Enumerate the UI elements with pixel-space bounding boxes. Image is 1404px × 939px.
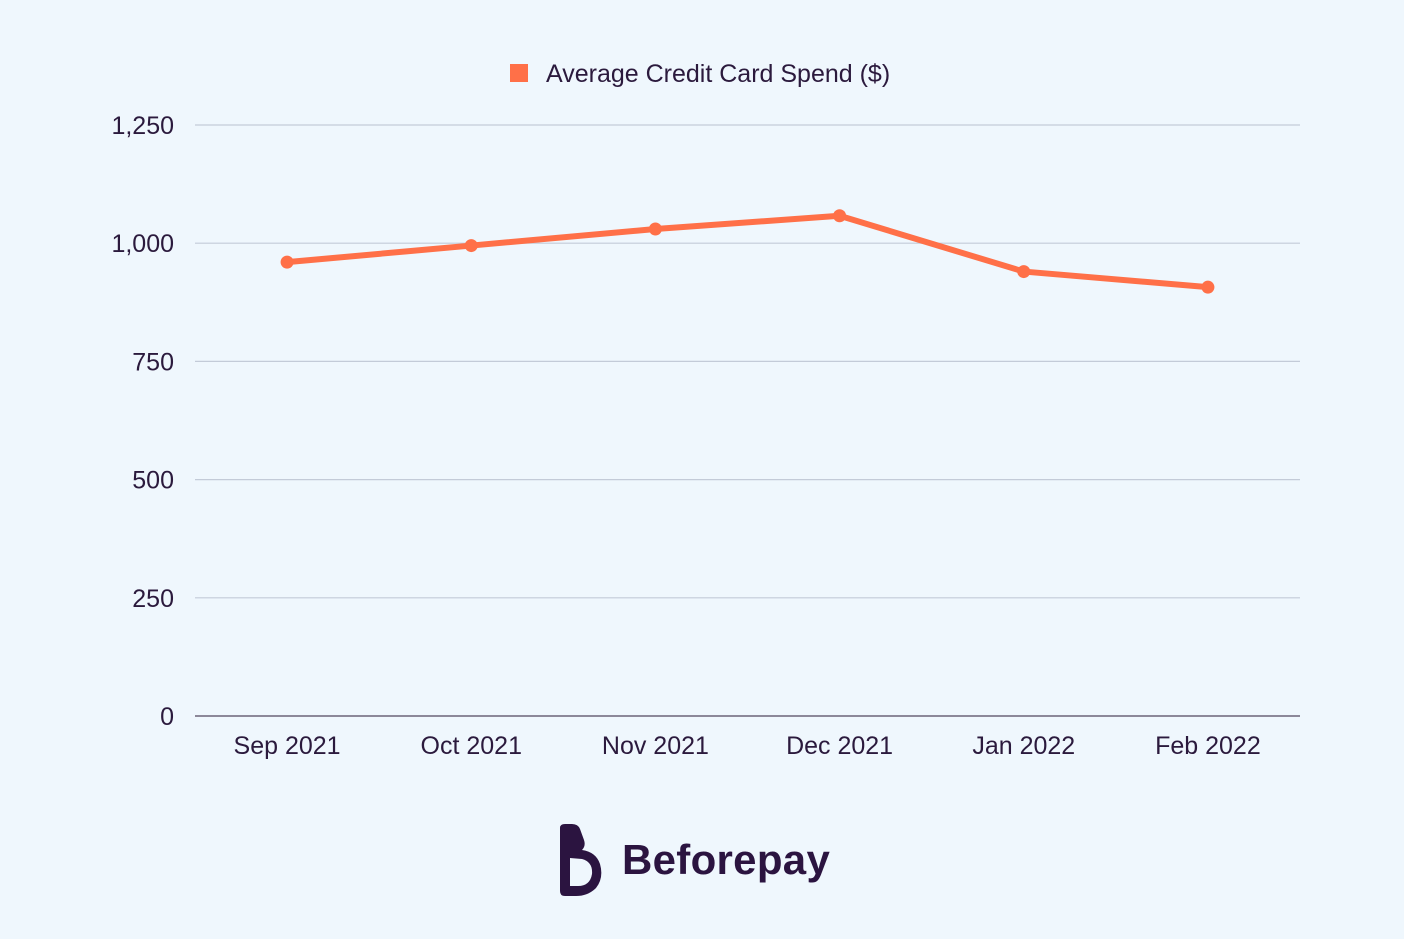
beforepay-b-icon [560,824,602,896]
y-tick-label: 750 [132,348,174,376]
data-point [833,209,847,223]
brand-name: Beforepay [622,836,831,883]
x-tick-label: Jan 2022 [972,732,1075,760]
gridlines [195,124,1300,717]
x-tick-label: Sep 2021 [234,732,341,760]
y-tick-label: 250 [132,585,174,613]
y-axis-tick-labels: 0 250 500 750 1,000 1,250 [111,112,174,731]
chart-legend: Average Credit Card Spend ($) [510,60,890,88]
legend-label: Average Credit Card Spend ($) [546,60,890,88]
data-point [464,239,478,253]
x-axis-tick-labels: Sep 2021 Oct 2021 Nov 2021 Dec 2021 Jan 2022… [234,732,1261,760]
data-point [1201,280,1215,294]
x-tick-label: Feb 2022 [1155,732,1261,760]
y-tick-label: 1,250 [111,112,174,140]
y-tick-label: 1,000 [111,230,174,258]
data-point [648,222,662,236]
beforepay-logo: Beforepay [556,822,830,898]
legend-swatch [510,64,528,82]
series-group [280,209,1215,294]
y-tick-label: 0 [160,703,174,731]
x-tick-label: Oct 2021 [421,732,522,760]
x-tick-label: Nov 2021 [602,732,709,760]
series-line [284,212,1211,291]
x-tick-label: Dec 2021 [786,732,893,760]
data-point [280,255,294,269]
data-point [1017,265,1031,279]
y-tick-label: 500 [132,467,174,495]
